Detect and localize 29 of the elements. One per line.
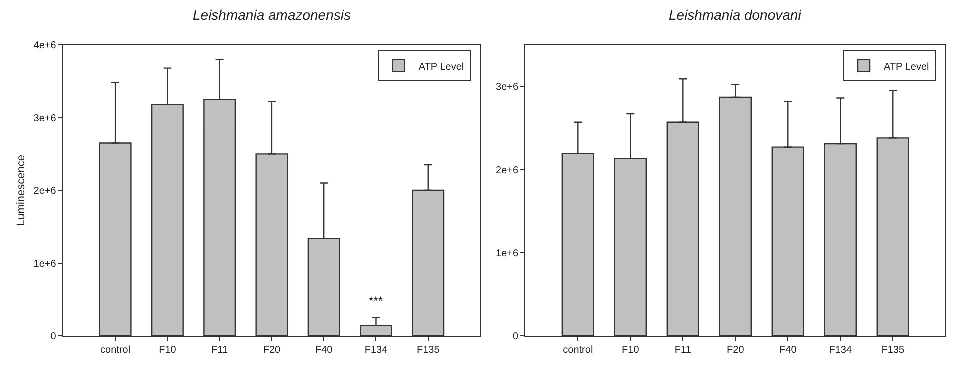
x-tick-label: F11 xyxy=(674,345,692,356)
x-tick-label: F20 xyxy=(727,345,745,356)
y-tick-label: 3e+6 xyxy=(496,82,519,94)
x-tick-label: control xyxy=(100,345,131,356)
y-tick-label: 3e+6 xyxy=(34,113,57,124)
legend-label: ATP Level xyxy=(884,62,930,73)
legend-label: ATP Level xyxy=(418,62,464,73)
y-tick-label: 1e+6 xyxy=(496,248,519,260)
x-tick-label: F40 xyxy=(780,345,798,356)
y-tick-label: 2e+6 xyxy=(34,186,57,198)
x-tick-label: F20 xyxy=(263,345,282,356)
x-tick-label: F135 xyxy=(882,345,905,356)
x-tick-label: F134 xyxy=(829,345,852,356)
annotation: *** xyxy=(369,294,384,308)
y-tick-label: 2e+6 xyxy=(496,165,519,176)
x-tick-label: control xyxy=(563,345,594,356)
x-tick-label: F11 xyxy=(212,345,229,356)
y-tick-label: 1e+6 xyxy=(34,258,57,270)
x-tick-label: F135 xyxy=(416,345,440,356)
x-tick-label: F10 xyxy=(622,345,640,356)
y-tick-label: 0 xyxy=(50,332,57,343)
y-tick-label: 4e+6 xyxy=(34,40,57,52)
chart-title: Leishmania donovani xyxy=(669,7,802,23)
y-tick-label: 0 xyxy=(513,332,520,343)
x-tick-label: F134 xyxy=(364,345,388,356)
x-tick-label: F10 xyxy=(159,345,177,356)
x-tick-label: F40 xyxy=(315,345,334,356)
y-axis-title: Luminescence xyxy=(15,155,28,226)
chart-title: Leishmania amazonensis xyxy=(193,7,351,23)
